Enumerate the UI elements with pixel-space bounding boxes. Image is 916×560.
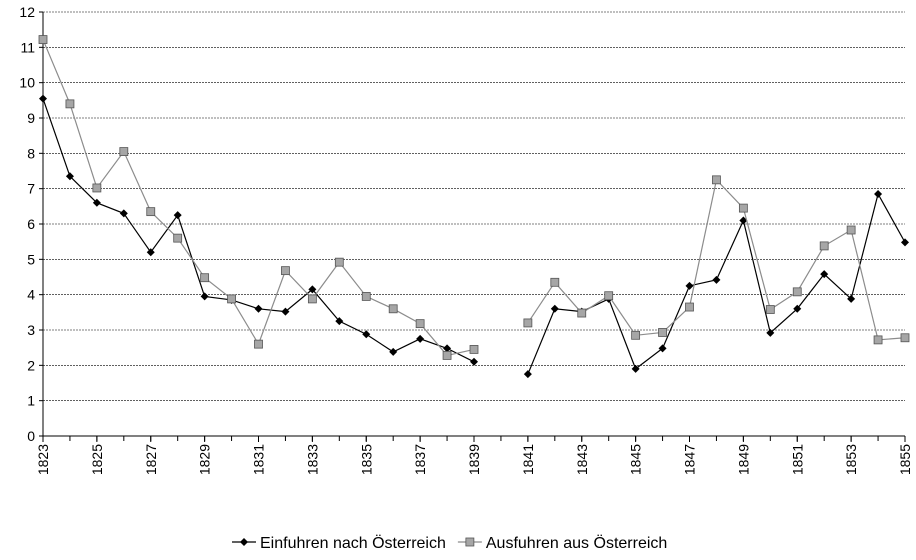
data-point xyxy=(173,233,183,243)
y-tick-label: 6 xyxy=(27,216,35,232)
legend-label: Ausfuhren aus Österreich xyxy=(486,534,667,552)
data-point xyxy=(658,344,667,353)
x-tick-label: 1845 xyxy=(628,444,644,475)
x-tick-label: 1853 xyxy=(843,444,859,475)
data-point xyxy=(119,147,129,156)
data-point xyxy=(415,319,425,329)
x-tick-label: 1827 xyxy=(143,444,159,475)
data-point xyxy=(523,370,532,379)
data-point xyxy=(846,225,856,235)
data-point xyxy=(65,99,75,109)
data-point xyxy=(146,248,155,257)
x-tick-label: 1841 xyxy=(520,444,536,475)
x-tick-label: 1851 xyxy=(789,444,805,475)
y-tick-label: 9 xyxy=(27,110,35,126)
y-tick-label: 8 xyxy=(27,145,35,161)
data-point xyxy=(119,209,128,218)
x-tick-label: 1847 xyxy=(682,444,698,475)
y-tick-label: 10 xyxy=(19,75,35,91)
x-tick-label: 1849 xyxy=(735,444,751,475)
data-point xyxy=(307,294,317,304)
data-point xyxy=(443,344,452,353)
data-point xyxy=(254,304,263,313)
data-point xyxy=(712,175,721,185)
data-point xyxy=(389,347,398,356)
data-point xyxy=(712,275,721,284)
data-point xyxy=(469,345,479,354)
data-point xyxy=(334,257,344,267)
data-point xyxy=(901,238,909,247)
data-point xyxy=(65,172,74,181)
data-point xyxy=(766,328,775,337)
y-tick-label: 2 xyxy=(27,357,35,373)
data-point xyxy=(92,183,102,193)
data-point xyxy=(550,304,559,313)
legend-marker xyxy=(465,537,475,547)
data-point xyxy=(308,285,317,294)
data-point xyxy=(873,335,883,345)
data-point xyxy=(738,203,748,213)
data-point xyxy=(227,294,236,304)
legend-label: Einfuhren nach Österreich xyxy=(260,534,446,552)
y-tick-label: 1 xyxy=(27,393,35,409)
x-tick-label: 1837 xyxy=(412,444,428,475)
x-tick-label: 1823 xyxy=(35,444,51,475)
data-point xyxy=(254,339,263,349)
data-point xyxy=(792,287,802,297)
data-point xyxy=(685,281,694,290)
data-point xyxy=(200,292,209,301)
data-point xyxy=(874,189,883,198)
legend-marker xyxy=(240,538,248,546)
data-point xyxy=(416,334,425,343)
y-tick-label: 5 xyxy=(27,251,35,267)
x-tick-label: 1825 xyxy=(89,444,105,475)
x-tick-label: 1855 xyxy=(897,444,913,475)
data-point xyxy=(442,351,452,360)
data-point xyxy=(523,318,533,328)
data-point xyxy=(819,241,829,251)
x-tick-label: 1843 xyxy=(574,444,590,475)
legend: Einfuhren nach Österreich Ausfuhren aus Ö… xyxy=(232,534,667,552)
data-point xyxy=(388,304,398,314)
y-tick-label: 4 xyxy=(27,287,35,303)
y-tick-label: 0 xyxy=(27,428,35,444)
series-line xyxy=(42,39,906,357)
data-point xyxy=(200,273,210,283)
data-point xyxy=(604,291,614,301)
y-tick-label: 12 xyxy=(19,4,35,20)
data-point xyxy=(900,333,910,343)
data-point xyxy=(173,211,182,220)
data-point xyxy=(847,294,856,303)
y-tick-label: 7 xyxy=(27,181,35,197)
data-point xyxy=(820,270,829,279)
x-tick-label: 1829 xyxy=(197,444,213,475)
data-point xyxy=(92,198,101,207)
data-point xyxy=(281,266,290,276)
data-point xyxy=(577,308,587,318)
data-point xyxy=(685,302,694,312)
data-point xyxy=(793,304,802,313)
data-point xyxy=(658,328,667,337)
data-point xyxy=(739,216,748,225)
y-tick-label: 11 xyxy=(20,39,35,55)
x-tick-label: 1833 xyxy=(304,444,320,475)
data-point xyxy=(146,207,156,217)
data-point xyxy=(361,292,371,301)
x-tick-label: 1831 xyxy=(251,444,267,475)
data-point xyxy=(550,277,560,287)
data-point xyxy=(631,364,640,373)
data-point xyxy=(281,307,290,316)
x-tick-label: 1839 xyxy=(466,444,482,475)
data-point xyxy=(470,357,478,366)
data-point xyxy=(362,330,371,339)
y-tick-label: 3 xyxy=(27,322,35,338)
data-point xyxy=(39,94,47,103)
data-point xyxy=(335,317,344,326)
x-tick-label: 1835 xyxy=(358,444,374,475)
data-point xyxy=(38,35,48,44)
data-point xyxy=(631,330,641,340)
series-line xyxy=(42,98,906,375)
data-point xyxy=(765,305,775,314)
